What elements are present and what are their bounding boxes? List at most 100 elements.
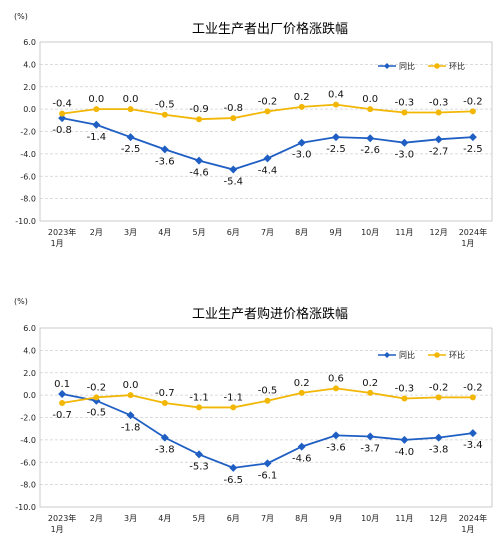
data-point [298, 389, 305, 396]
x-tick-label: 5月 [192, 514, 205, 523]
x-tick-label: 12月 [430, 514, 448, 523]
chart-title: 工业生产者购进价格涨跌幅 [192, 306, 348, 322]
data-point [469, 108, 476, 115]
data-point [264, 108, 271, 115]
x-tick-label: 1月 [51, 239, 64, 248]
x-tick-label: 7月 [261, 228, 274, 237]
data-label: -0.5 [258, 386, 278, 397]
data-point [468, 429, 477, 438]
x-tick-label: 2023年 [48, 227, 76, 237]
x-tick-label: 1月 [461, 239, 474, 248]
data-label: 0.0 [123, 94, 139, 105]
data-point [230, 115, 237, 122]
data-point [195, 450, 204, 459]
x-tick-label: 2024年 [459, 513, 487, 523]
chart-ppi-ex-factory: 工业生产者出厂价格涨跌幅 (%) 6.0 4.0 2.0 0.0 -2.0 -4.0 -6.0 -… [14, 12, 493, 248]
x-tick-label: 2月 [90, 514, 103, 523]
x-tick-label: 1月 [461, 525, 474, 534]
data-point [366, 134, 375, 143]
data-label: 0.1 [54, 379, 70, 390]
y-tick-label: -10.0 [15, 503, 36, 512]
y-tick-label: -8.0 [20, 195, 36, 204]
data-point [468, 133, 477, 142]
data-point [366, 432, 375, 441]
data-label: -4.6 [189, 168, 209, 179]
data-label: -6.5 [224, 475, 244, 486]
data-label: -1.1 [189, 392, 209, 403]
data-point [93, 394, 100, 401]
y-tick-label: -2.0 [20, 414, 36, 423]
data-point [263, 154, 272, 163]
data-point [230, 404, 237, 411]
data-label: -2.5 [463, 144, 483, 155]
data-label: -2.7 [429, 146, 449, 157]
x-tick-label: 11月 [395, 228, 413, 237]
data-point [297, 442, 306, 451]
data-label: -1.8 [121, 422, 141, 433]
x-tick-label: 4月 [158, 228, 171, 237]
x-tick-label: 3月 [124, 514, 137, 523]
data-label: -0.5 [155, 100, 175, 111]
legend-marker [434, 352, 440, 358]
x-tick-label: 8月 [295, 228, 308, 237]
data-label: -3.8 [155, 445, 175, 456]
legend-label: 同比 [399, 350, 415, 360]
data-label: 0.2 [294, 378, 310, 389]
data-point [401, 395, 408, 402]
data-label: 0.0 [123, 380, 139, 391]
chart-title: 工业生产者出厂价格涨跌幅 [192, 21, 348, 37]
data-label: -3.6 [155, 156, 175, 167]
y-tick-label: 6.0 [23, 38, 36, 47]
data-label: -0.2 [463, 382, 483, 393]
data-point [92, 120, 101, 129]
data-label: -5.3 [189, 461, 209, 472]
y-axis-unit: (%) [14, 12, 28, 21]
data-label: -1.4 [87, 132, 107, 143]
data-label: -2.5 [121, 144, 141, 155]
legend-marker [434, 63, 440, 69]
x-tick-label: 7月 [261, 514, 274, 523]
data-point [331, 431, 340, 440]
data-point [400, 435, 409, 444]
x-tick-label: 2024年 [459, 227, 487, 237]
data-point [161, 111, 168, 118]
y-axis-unit: (%) [14, 297, 28, 306]
data-point [434, 135, 443, 144]
data-label: -0.8 [52, 125, 72, 136]
data-label: -0.5 [87, 408, 107, 419]
x-tick-label: 1月 [51, 525, 64, 534]
x-tick-label: 10月 [361, 228, 379, 237]
data-label: -3.0 [292, 150, 312, 161]
data-label: -0.3 [395, 97, 415, 108]
x-tick-label: 3月 [124, 228, 137, 237]
data-label: -0.2 [258, 96, 278, 107]
y-tick-label: -6.0 [20, 458, 36, 467]
data-label: -3.0 [395, 150, 415, 161]
data-point [434, 433, 443, 442]
x-tick-label: 6月 [227, 514, 240, 523]
data-point [160, 145, 169, 154]
data-label: -6.1 [258, 470, 278, 481]
y-tick-label: 2.0 [23, 83, 36, 92]
y-tick-label: -4.0 [20, 150, 36, 159]
data-label: 0.0 [88, 94, 104, 105]
data-label: 0.2 [294, 92, 310, 103]
x-tick-label: 8月 [295, 514, 308, 523]
data-label: -0.9 [189, 104, 209, 115]
data-point [367, 389, 374, 396]
data-point [435, 394, 442, 401]
y-tick-label: 2.0 [23, 369, 36, 378]
data-point [196, 404, 203, 411]
data-point [161, 399, 168, 406]
y-tick-label: 6.0 [23, 324, 36, 333]
data-point [59, 399, 66, 406]
data-point [126, 133, 135, 142]
y-tick-label: -6.0 [20, 172, 36, 181]
y-tick-label: 4.0 [23, 346, 36, 355]
x-tick-label: 2月 [90, 228, 103, 237]
data-point [93, 106, 100, 113]
x-tick-label: 5月 [192, 228, 205, 237]
y-tick-label: 4.0 [23, 60, 36, 69]
data-label: -1.1 [224, 392, 244, 403]
data-label: -0.2 [87, 382, 107, 393]
